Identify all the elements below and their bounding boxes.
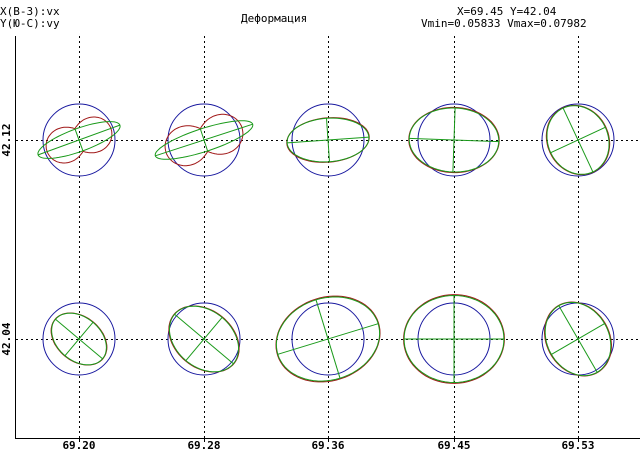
strain-glyph — [286, 103, 370, 177]
strain-glyph — [275, 295, 381, 383]
strain-glyph — [37, 103, 121, 177]
tick-labels: 69.20 69.28 69.36 69.45 69.53 42.12 42.04 — [0, 123, 595, 450]
x-component-label: X(B-З):vx — [0, 5, 60, 18]
strain-glyph — [42, 302, 116, 376]
minor-axis-line — [64, 321, 94, 357]
chart-title: Деформация — [241, 12, 307, 25]
glyph-layer — [37, 103, 615, 384]
reference-circle — [42, 103, 116, 177]
minor-axis-line — [452, 107, 456, 173]
minor-axis-line — [326, 118, 330, 162]
strain-glyph — [154, 103, 254, 177]
strain-glyph — [408, 103, 500, 177]
x-tick-label: 69.45 — [437, 439, 470, 450]
strain-curve-red — [403, 294, 505, 384]
minor-axis-line — [550, 126, 606, 154]
minor-axis-line — [551, 323, 605, 355]
reference-circle — [167, 103, 241, 177]
minor-axis-line — [74, 129, 84, 151]
strain-curve-red — [275, 295, 381, 383]
minor-axis-line — [199, 128, 209, 152]
reference-circle — [42, 302, 116, 376]
x-tick-label: 69.36 — [311, 439, 344, 450]
reference-circle — [291, 103, 365, 177]
reference-circle — [417, 103, 491, 177]
x-tick-label: 69.20 — [62, 439, 95, 450]
strain-glyph — [541, 103, 615, 177]
strain-glyph — [167, 302, 241, 376]
y-tick-label: 42.04 — [0, 322, 13, 355]
x-tick-label: 69.28 — [187, 439, 220, 450]
coordinate-readout: X=69.45 Y=42.04 — [457, 5, 557, 18]
grid — [16, 36, 640, 438]
reference-circle — [167, 302, 241, 376]
y-component-label: Y(Ю-С):vy — [0, 17, 60, 30]
strain-glyph — [541, 301, 615, 377]
v-range-readout: Vmin=0.05833 Vmax=0.07982 — [421, 17, 587, 30]
x-tick-label: 69.53 — [561, 439, 594, 450]
minor-axis-line — [315, 299, 341, 379]
strain-glyph — [403, 294, 505, 384]
minor-axis-line — [185, 317, 223, 361]
y-tick-label: 42.12 — [0, 123, 13, 156]
reference-circle — [541, 103, 615, 177]
reference-circle — [291, 302, 365, 376]
